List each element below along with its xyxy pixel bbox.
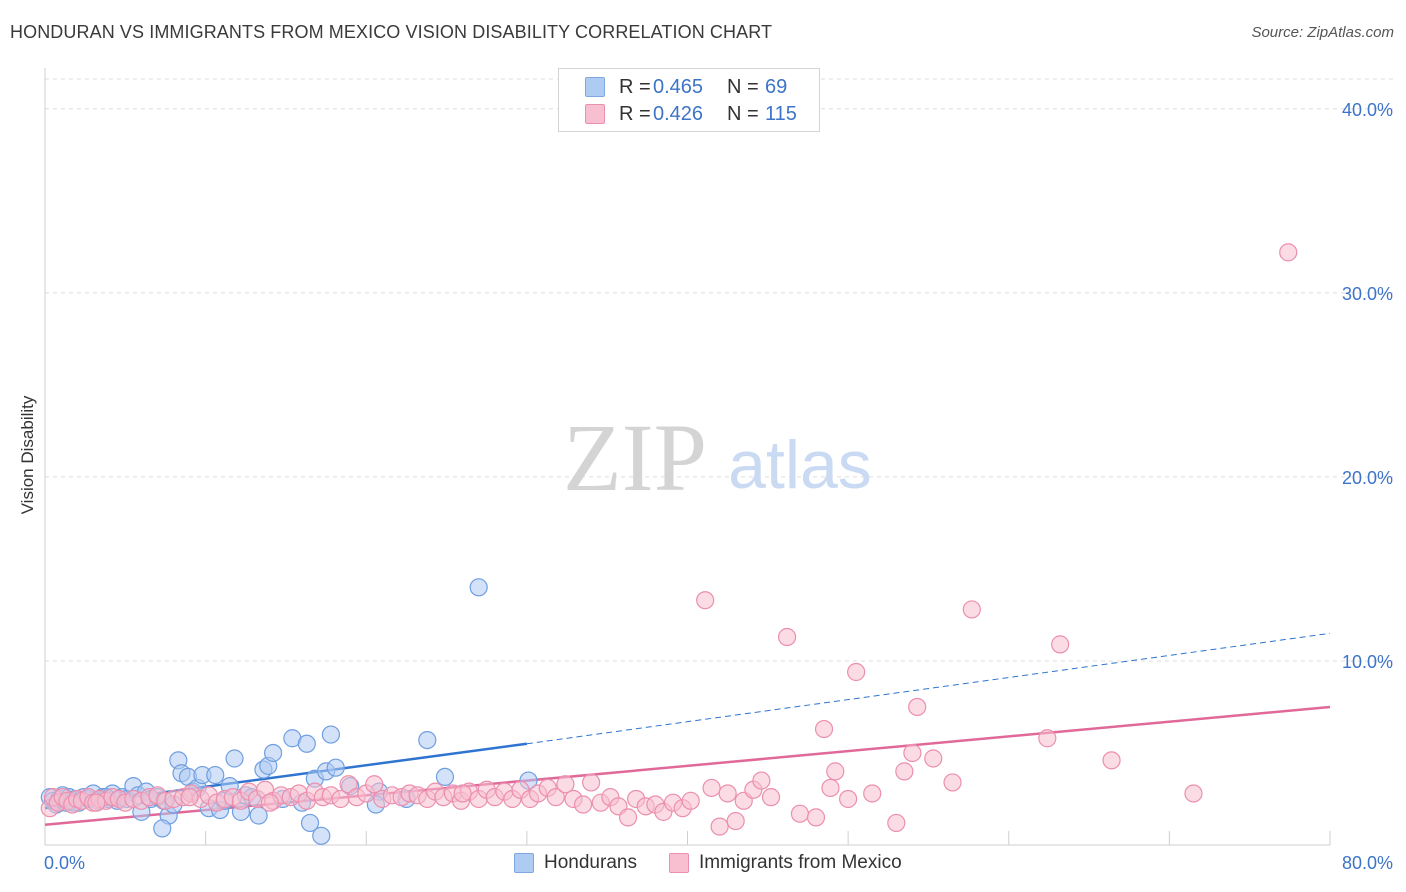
mexico-point	[790, 804, 810, 823]
watermark: ZIP atlas	[563, 404, 872, 511]
honduran-point	[469, 578, 488, 597]
mexico-point	[777, 627, 797, 647]
legend-label-mexico: Immigrants from Mexico	[698, 852, 902, 873]
mexico-point	[556, 775, 575, 794]
mexico-point	[702, 778, 721, 798]
y-tick-label: 40.0%	[1342, 100, 1393, 120]
mexico-point	[814, 719, 834, 739]
mexico-point	[618, 808, 638, 827]
honduran-point	[418, 730, 437, 750]
mexico-point	[887, 813, 906, 833]
correlation-legend: R = 0.465 N = 69 R = 0.426 N = 115	[558, 68, 820, 132]
mexico-point	[895, 762, 914, 781]
mexico-point	[453, 784, 472, 803]
x-tick-label: 0.0%	[44, 853, 85, 873]
grid-lines	[45, 78, 1395, 662]
mexico-point	[573, 795, 593, 814]
honduran-point	[321, 725, 341, 744]
mexico-point	[696, 591, 715, 610]
source-note: Source: ZipAtlas.com	[1251, 24, 1394, 41]
honduran-point	[206, 765, 225, 785]
watermark-zip: ZIP	[563, 404, 707, 511]
legend-row-hondurans: R = 0.465 N = 69	[585, 74, 787, 100]
mexico-point	[847, 662, 866, 682]
chart-title: HONDURAN VS IMMIGRANTS FROM MEXICO VISIO…	[10, 22, 773, 42]
mexico-point	[260, 793, 279, 812]
legend-swatch-hondurans	[514, 853, 534, 873]
axes	[44, 68, 1331, 846]
legend-item-hondurans[interactable]: Hondurans	[514, 852, 637, 874]
watermark-atlas: atlas	[728, 427, 872, 503]
mexico-point	[710, 817, 729, 836]
mexico-point	[582, 773, 601, 792]
mexico-point	[1038, 729, 1057, 748]
legend-swatch-hondurans	[585, 77, 605, 97]
legend-n-value: 115	[765, 102, 797, 125]
legend-n-label: N =	[727, 75, 759, 98]
honduran-point	[153, 819, 172, 838]
mexico-point	[806, 808, 826, 827]
legend-item-mexico[interactable]: Immigrants from Mexico	[668, 852, 902, 874]
mexico-point	[863, 784, 882, 803]
honduran-point	[300, 813, 320, 833]
honduran-point	[326, 758, 345, 777]
honduran-point	[312, 826, 331, 845]
series-legend: Hondurans Immigrants from Mexico	[514, 852, 934, 874]
legend-label-hondurans: Hondurans	[544, 852, 637, 873]
mexico-point	[752, 771, 771, 790]
legend-row-mexico: R = 0.426 N = 115	[585, 101, 797, 127]
legend-r-value: 0.465	[653, 75, 704, 98]
data-points	[40, 243, 1298, 845]
mexico-point	[903, 743, 922, 763]
mexico-point	[1279, 243, 1298, 262]
legend-swatch-mexico	[585, 104, 605, 124]
mexico-point	[908, 697, 927, 717]
mexico-point	[943, 773, 962, 792]
y-tick-label: 10.0%	[1342, 652, 1393, 672]
legend-n-label: N =	[727, 102, 759, 125]
x-tick-label: 80.0%	[1342, 853, 1393, 873]
honduran-point	[297, 734, 316, 753]
legend-r-label: R =	[619, 75, 651, 98]
mexico-point	[365, 775, 384, 794]
mexico-point	[826, 762, 845, 781]
mexico-point	[821, 778, 840, 798]
mexico-point	[681, 791, 700, 810]
mexico-point	[1051, 635, 1070, 654]
mexico-point	[1184, 784, 1203, 803]
mexico-point	[962, 600, 981, 619]
honduran-trend-extension	[526, 632, 1331, 745]
legend-n-value: 69	[765, 75, 788, 98]
honduran-point	[263, 743, 283, 763]
mexico-point	[924, 749, 943, 768]
mexico-point	[761, 788, 781, 807]
honduran-point	[225, 749, 244, 768]
mexico-point	[339, 775, 358, 794]
mexico-point	[87, 793, 106, 812]
mexico-point	[726, 811, 745, 831]
mexico-point	[718, 784, 737, 803]
legend-r-label: R =	[619, 102, 651, 125]
legend-swatch-mexico	[668, 853, 689, 873]
y-tick-label: 20.0%	[1342, 468, 1393, 488]
y-tick-label: 30.0%	[1342, 284, 1393, 304]
mexico-point	[839, 789, 858, 809]
y-axis-label: Vision Disability	[18, 395, 37, 515]
honduran-point	[435, 767, 455, 787]
tick-labels: 10.0% 20.0% 30.0% 40.0% 0.0% 80.0%	[44, 100, 1393, 873]
legend-r-value: 0.426	[653, 102, 704, 125]
mexico-point	[1102, 751, 1121, 770]
mexico-point	[180, 788, 199, 807]
mexico-point	[546, 788, 565, 807]
